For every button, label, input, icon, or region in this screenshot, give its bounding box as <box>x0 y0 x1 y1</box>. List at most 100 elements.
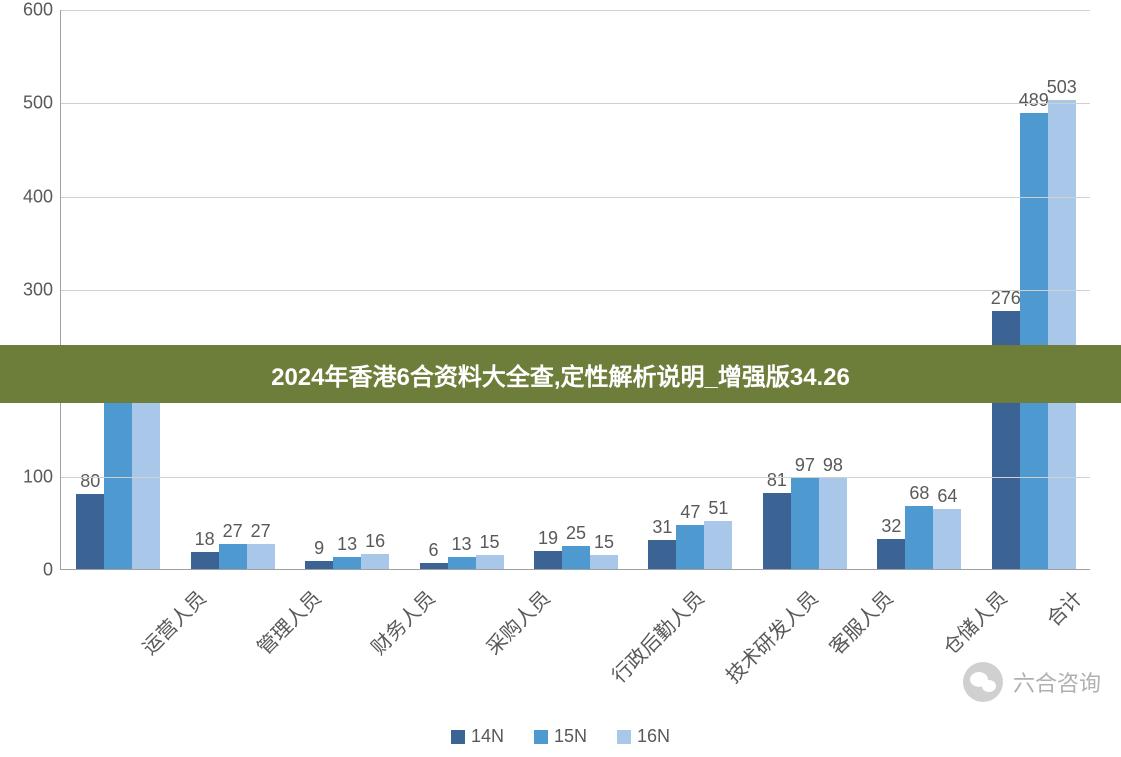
bar <box>791 478 819 569</box>
bar-value-label: 47 <box>680 502 700 523</box>
bar-wrap: 489 <box>1020 113 1048 569</box>
legend-item-16n: 16N <box>617 726 670 747</box>
bar-value-label: 6 <box>429 540 439 561</box>
bar <box>676 525 704 569</box>
bar-wrap: 503 <box>1048 100 1076 569</box>
bar-wrap: 80 <box>76 494 104 569</box>
bar-group: 819798 <box>748 478 862 569</box>
y-tick-label: 500 <box>23 93 61 114</box>
gridline <box>61 290 1090 291</box>
y-tick-label: 600 <box>23 0 61 21</box>
bar-group: 182727 <box>175 544 289 569</box>
legend: 14N 15N 16N <box>0 726 1121 747</box>
bar-value-label: 489 <box>1019 90 1049 111</box>
bar-wrap: 81 <box>763 493 791 569</box>
bar <box>476 555 504 569</box>
overlay-banner: 2024年香港6合资料大全查,定性解析说明_增强版34.26 <box>0 345 1121 403</box>
bar <box>905 506 933 569</box>
bar-wrap: 47 <box>676 525 704 569</box>
bar <box>76 494 104 569</box>
y-tick-label: 100 <box>23 466 61 487</box>
legend-swatch <box>617 730 631 744</box>
y-tick-label: 300 <box>23 280 61 301</box>
chart-container: 8019921718272791316613151925153147518197… <box>0 0 1121 757</box>
legend-item-15n: 15N <box>534 726 587 747</box>
bar-wrap: 16 <box>361 554 389 569</box>
bar-group: 314751 <box>633 521 747 569</box>
bar <box>877 539 905 569</box>
x-tick-label: 管理人员 <box>249 583 326 660</box>
bar-wrap: 27 <box>219 544 247 569</box>
bar-value-label: 15 <box>594 532 614 553</box>
bar <box>219 544 247 569</box>
x-tick-label: 财务人员 <box>364 583 441 660</box>
bar-value-label: 64 <box>937 486 957 507</box>
bar <box>333 557 361 569</box>
bar-wrap: 98 <box>819 478 847 569</box>
gridline <box>61 103 1090 104</box>
bar <box>763 493 791 569</box>
bar-value-label: 25 <box>566 523 586 544</box>
bar-group: 276489503 <box>977 100 1091 569</box>
bar-wrap: 19 <box>534 551 562 569</box>
bar-wrap: 13 <box>333 557 361 569</box>
bar-wrap: 32 <box>877 539 905 569</box>
bar-value-label: 27 <box>223 521 243 542</box>
bar-value-label: 13 <box>452 534 472 555</box>
bar-wrap: 31 <box>648 540 676 569</box>
x-tick-label: 客服人员 <box>821 583 898 660</box>
bar-wrap: 18 <box>191 552 219 569</box>
bar-value-label: 98 <box>823 455 843 476</box>
bar-value-label: 68 <box>909 483 929 504</box>
y-tick-label: 400 <box>23 186 61 207</box>
legend-swatch <box>451 730 465 744</box>
bar-group: 61315 <box>404 555 518 569</box>
bar-value-label: 16 <box>365 531 385 552</box>
bar-value-label: 27 <box>251 521 271 542</box>
x-tick-label: 运营人员 <box>135 583 212 660</box>
overlay-text: 2024年香港6合资料大全查,定性解析说明_增强版34.26 <box>271 357 850 392</box>
bar <box>420 563 448 569</box>
bar-group: 326864 <box>862 506 976 569</box>
bar-wrap: 97 <box>791 478 819 569</box>
legend-swatch <box>534 730 548 744</box>
bar <box>1020 113 1048 569</box>
bar <box>933 509 961 569</box>
bar <box>562 546 590 569</box>
legend-label: 16N <box>637 726 670 747</box>
bar <box>305 561 333 569</box>
bar <box>361 554 389 569</box>
bar-value-label: 9 <box>314 538 324 559</box>
bar-wrap: 15 <box>476 555 504 569</box>
gridline <box>61 10 1090 11</box>
x-tick-label: 合计 <box>1038 583 1087 632</box>
bar-wrap: 27 <box>247 544 275 569</box>
bar-wrap: 13 <box>448 557 476 569</box>
legend-label: 15N <box>554 726 587 747</box>
bar-value-label: 81 <box>767 470 787 491</box>
bar-value-label: 32 <box>881 516 901 537</box>
bar <box>1048 100 1076 569</box>
watermark: 六合咨询 <box>963 662 1101 702</box>
x-tick-label: 技术研发人员 <box>719 583 824 688</box>
bar-value-label: 31 <box>652 517 672 538</box>
x-tick-label: 采购人员 <box>478 583 555 660</box>
legend-label: 14N <box>471 726 504 747</box>
bar-value-label: 276 <box>991 288 1021 309</box>
bar-wrap: 68 <box>905 506 933 569</box>
bar-wrap: 64 <box>933 509 961 569</box>
bar-group: 192515 <box>519 546 633 569</box>
watermark-text: 六合咨询 <box>1013 666 1101 698</box>
bar <box>704 521 732 569</box>
bar-wrap: 25 <box>562 546 590 569</box>
bar-value-label: 97 <box>795 455 815 476</box>
bar <box>191 552 219 569</box>
bar-wrap: 9 <box>305 561 333 569</box>
bar <box>590 555 618 569</box>
plot-area: 8019921718272791316613151925153147518197… <box>60 10 1090 570</box>
bar-value-label: 15 <box>480 532 500 553</box>
bar-value-label: 18 <box>195 529 215 550</box>
bar-value-label: 13 <box>337 534 357 555</box>
bar-value-label: 19 <box>538 528 558 549</box>
gridline <box>61 197 1090 198</box>
